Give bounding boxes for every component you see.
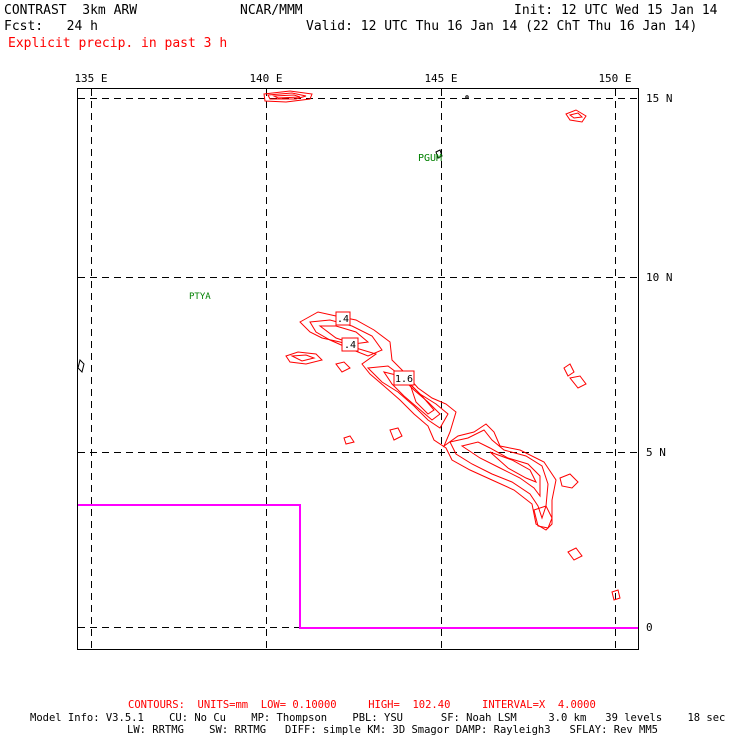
lon-label-140: 140 E [249, 72, 282, 85]
lon-label-135: 135 E [74, 72, 107, 85]
contour-label-1: .4 [337, 314, 349, 325]
lon-label-145: 145 E [424, 72, 457, 85]
contour-cell-e1 [563, 363, 575, 377]
contour-cell-ne-inner [568, 112, 584, 119]
contour-cell-north [263, 90, 313, 103]
init-time: Init: 12 UTC Wed 15 Jan 14 [514, 3, 718, 18]
contour-band-west-core [318, 325, 370, 345]
contour-band-east-core [460, 441, 541, 498]
station-label-ptya: PTYA [189, 292, 211, 302]
lat-label-eq: 0 [646, 621, 653, 634]
contour-band-mid-max [409, 383, 435, 415]
coastline-guam [435, 149, 443, 159]
coastline-speck [465, 95, 469, 99]
contour-cell-north-inner [267, 92, 307, 100]
domain-boundary [78, 504, 638, 629]
valid-time: Valid: 12 UTC Thu 16 Jan 14 (22 ChT Thu … [306, 19, 698, 34]
contour-cell-w4 [389, 427, 403, 441]
contour-cell-e4 [567, 547, 583, 561]
coastlines [77, 95, 469, 373]
field-title: Explicit precip. in past 3 h [8, 36, 228, 51]
lat-label-10n: 10 N [646, 271, 673, 284]
contour-cell-north-core [272, 94, 301, 99]
contour-band-outer [299, 311, 557, 531]
lat-label-5n: 5 N [646, 446, 666, 459]
forecast-hour: Fcst: 24 h [4, 19, 98, 34]
graticule [78, 89, 638, 649]
contour-cell-e2 [569, 375, 587, 389]
contour-cell-west [285, 351, 323, 365]
model-title: CONTRAST 3km ARW [4, 3, 138, 18]
contour-cell-west-inner [290, 354, 316, 362]
lon-label-150: 150 E [598, 72, 631, 85]
contour-cell-w2 [335, 361, 351, 373]
contour-cell-e5 [611, 589, 621, 601]
model-info-line-2: LW: RRTMG SW: RRTMG DIFF: simple KM: 3D … [127, 724, 659, 736]
contour-label-group: .4 .4 1.6 [335, 311, 415, 386]
map-frame [77, 88, 639, 650]
contour-cell-ne [565, 109, 587, 123]
contour-band-south-tail [533, 505, 553, 529]
contour-info: CONTOURS: UNITS=mm LOW= 0.10000 HIGH= 10… [128, 699, 596, 711]
contour-band-east-max [489, 451, 538, 483]
lat-label-15n: 15 N [646, 92, 673, 105]
contour-cell-e3 [559, 473, 579, 489]
station-label-pgum: PGUM [418, 153, 442, 164]
organization: NCAR/MMM [240, 3, 303, 18]
model-info-line-1: Model Info: V3.5.1 CU: No Cu MP: Thompso… [30, 712, 726, 724]
contour-label-3: 1.6 [395, 374, 413, 385]
contour-label-2: .4 [344, 340, 356, 351]
coastline-palau [77, 359, 85, 373]
contour-cell-w3 [343, 435, 355, 445]
